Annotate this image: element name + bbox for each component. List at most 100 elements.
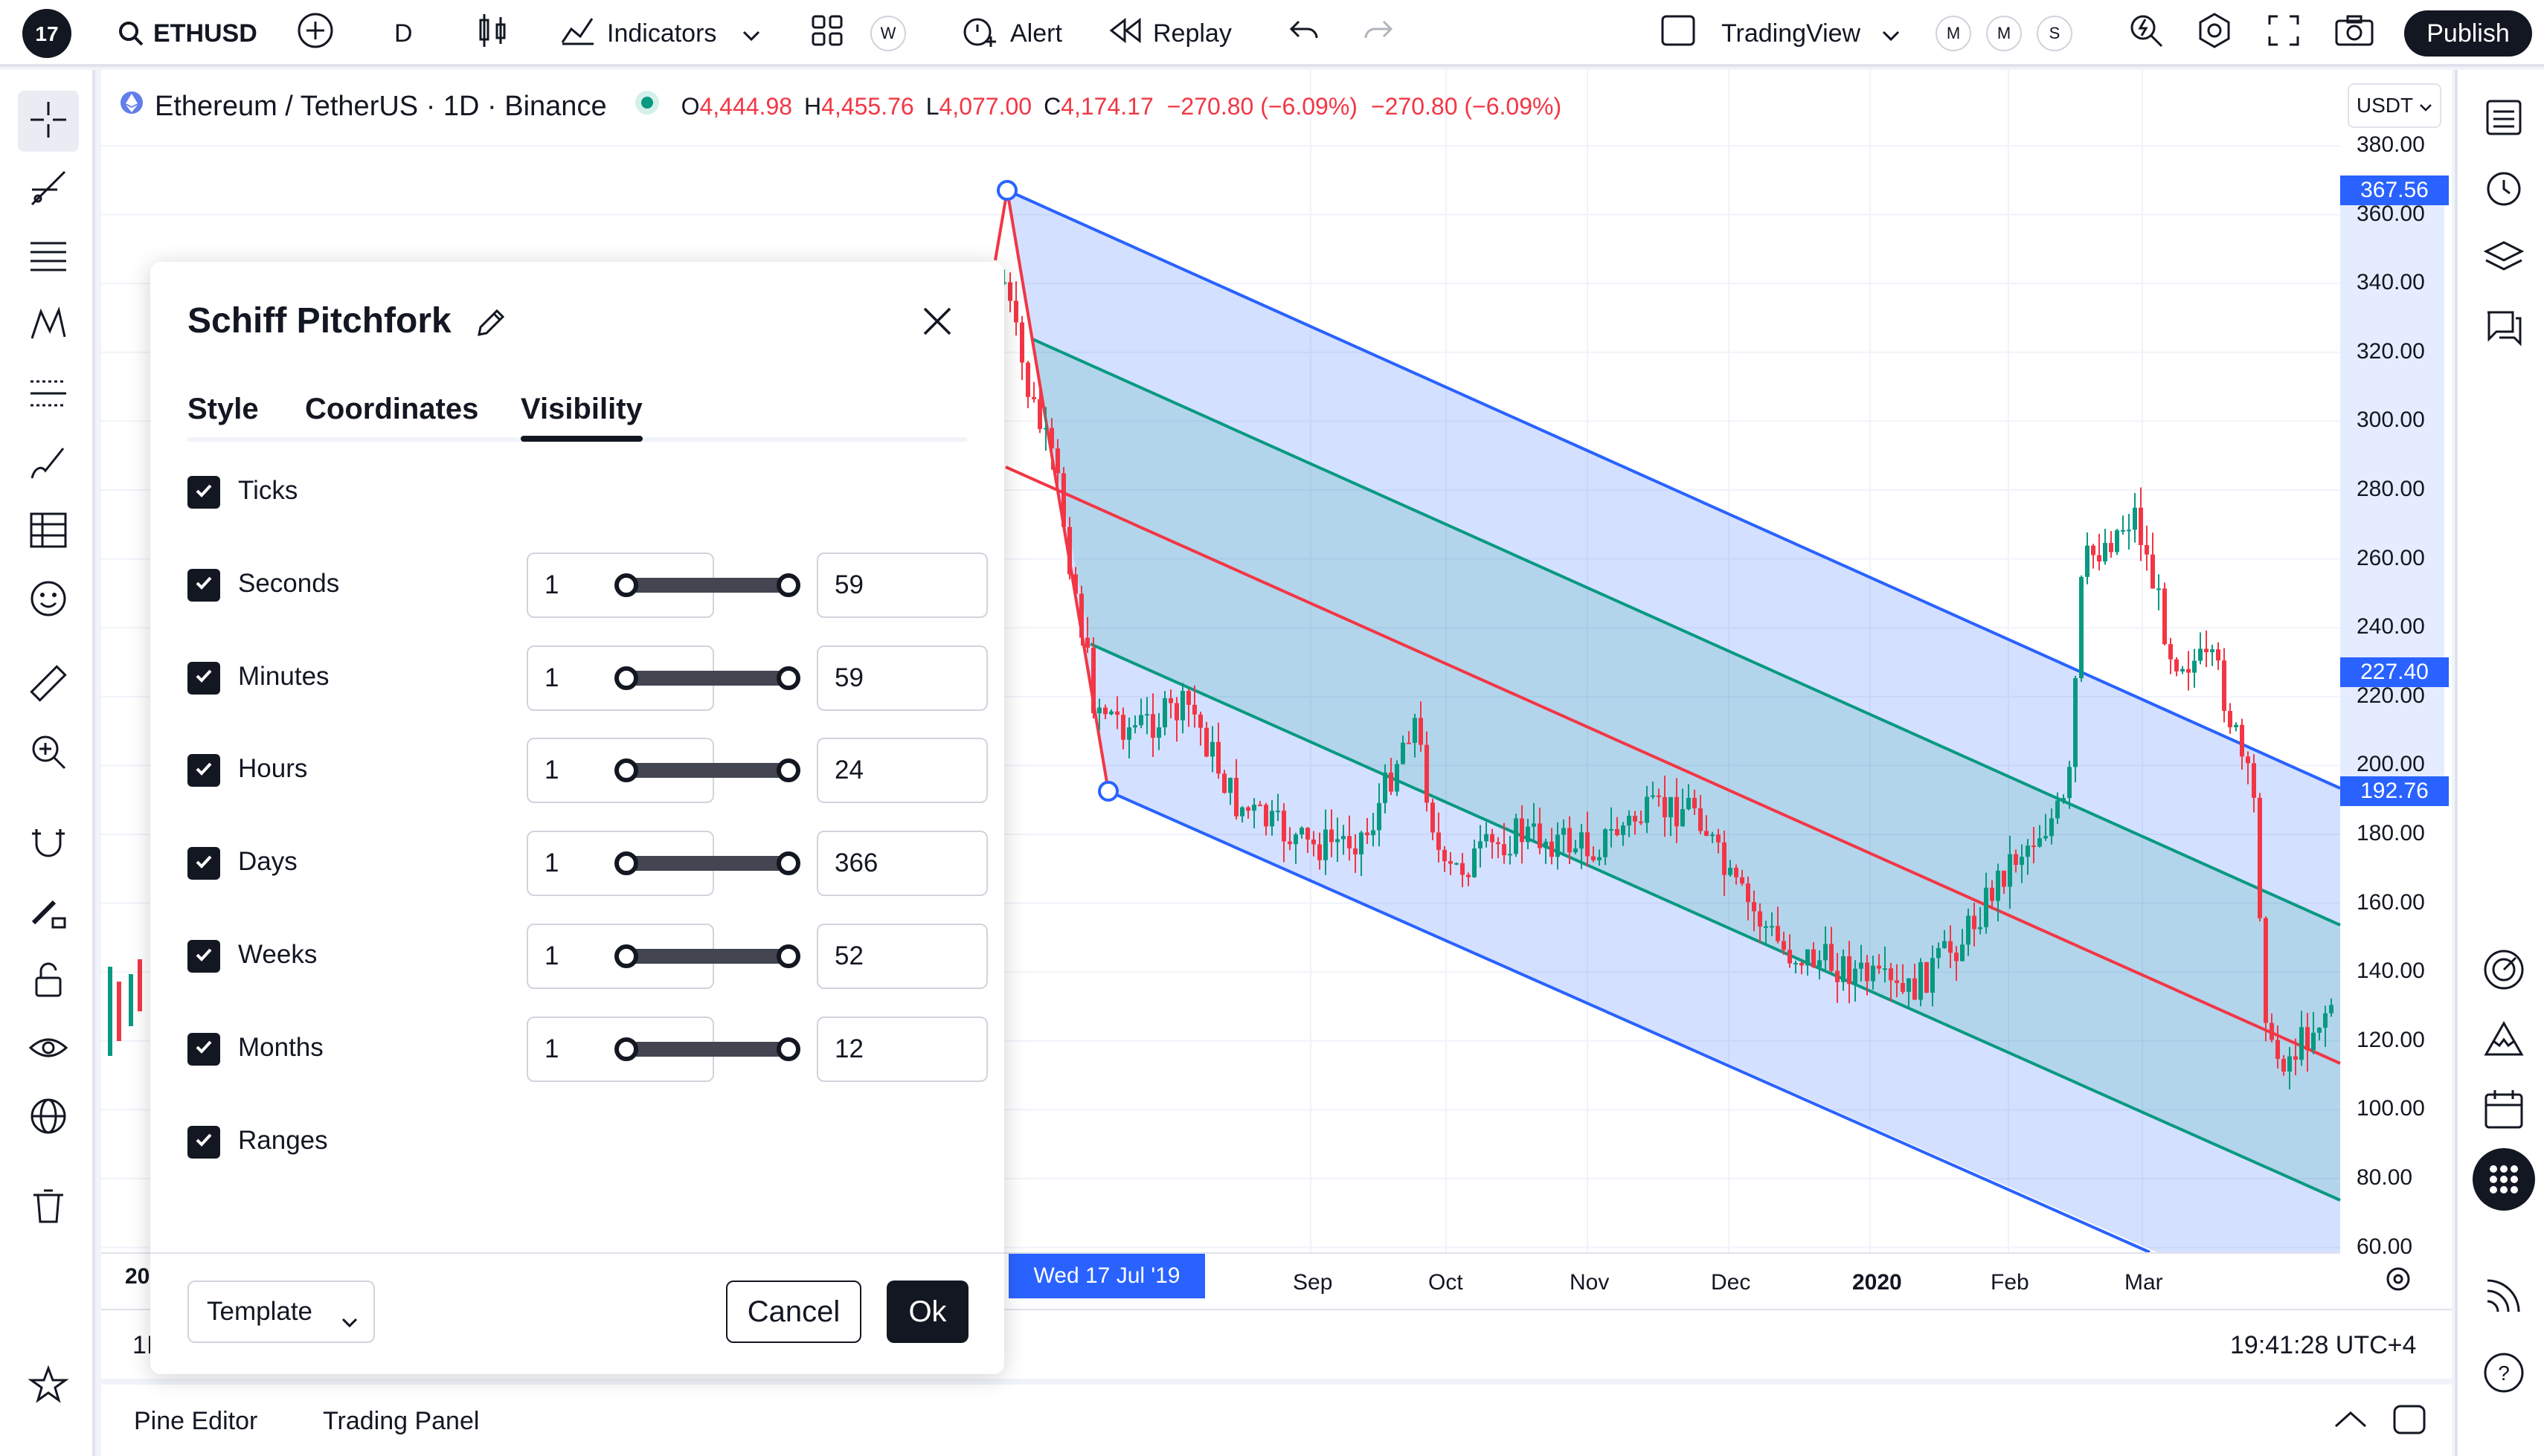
tab-style[interactable]: Style bbox=[187, 393, 259, 425]
products-button[interactable] bbox=[2473, 1147, 2535, 1211]
slider-min-handle[interactable] bbox=[614, 851, 638, 876]
max-value-input[interactable]: 12 bbox=[817, 1016, 988, 1082]
slider-max-handle[interactable] bbox=[777, 1037, 800, 1061]
range-slider[interactable] bbox=[614, 851, 800, 876]
max-value-input[interactable]: 59 bbox=[817, 552, 988, 618]
lock-drawings-mode[interactable] bbox=[18, 882, 79, 943]
close-button[interactable] bbox=[921, 305, 954, 341]
crosshair-tool[interactable] bbox=[18, 91, 79, 152]
pattern-tool[interactable] bbox=[18, 296, 79, 357]
symbol-search[interactable]: ETHUSD bbox=[116, 0, 257, 67]
slider-min-handle[interactable] bbox=[614, 944, 638, 968]
tab-trading-panel[interactable]: Trading Panel bbox=[323, 1407, 480, 1435]
alert-button[interactable]: Alert bbox=[960, 0, 1062, 67]
max-value-input[interactable]: 52 bbox=[817, 924, 988, 989]
pill-s[interactable]: S bbox=[2037, 0, 2072, 67]
checkbox-months[interactable] bbox=[187, 1032, 220, 1066]
checkbox-ranges[interactable] bbox=[187, 1125, 220, 1159]
ideas-button[interactable] bbox=[2474, 941, 2534, 1001]
calendar-button[interactable] bbox=[2474, 1081, 2534, 1141]
pill-m1[interactable]: M bbox=[1936, 0, 1971, 67]
range-partial-label[interactable]: 1I bbox=[132, 1331, 154, 1359]
fullscreen-button[interactable] bbox=[2267, 0, 2300, 67]
chart-type-button[interactable] bbox=[476, 0, 509, 67]
icons-tool[interactable] bbox=[18, 570, 79, 631]
max-value-input[interactable]: 366 bbox=[817, 831, 988, 897]
tab-pine-editor[interactable]: Pine Editor bbox=[134, 1407, 258, 1435]
checkbox-ticks[interactable] bbox=[187, 476, 220, 509]
tradingview-logo[interactable]: 17 bbox=[22, 0, 71, 67]
table-tool[interactable] bbox=[18, 501, 79, 562]
slider-min-handle[interactable] bbox=[614, 573, 638, 597]
compare-symbol-button[interactable] bbox=[296, 0, 335, 67]
slider-max-handle[interactable] bbox=[777, 573, 800, 597]
clock-timezone[interactable]: 19:41:28 UTC+4 bbox=[2230, 1331, 2417, 1359]
alerts-button[interactable] bbox=[2474, 159, 2534, 219]
data-feed-button[interactable] bbox=[2474, 1267, 2534, 1327]
checkbox-minutes[interactable] bbox=[187, 661, 220, 695]
pill-m2[interactable]: M bbox=[1986, 0, 2022, 67]
favorites-tool[interactable] bbox=[18, 1356, 79, 1417]
schiff-pitchfork-settings-dialog[interactable]: Schiff Pitchfork Style Coordinates Visib… bbox=[150, 262, 1004, 1374]
checkbox-seconds[interactable] bbox=[187, 568, 220, 602]
max-value-input[interactable]: 24 bbox=[817, 738, 988, 804]
slider-min-handle[interactable] bbox=[614, 758, 638, 783]
slider-max-handle[interactable] bbox=[777, 758, 800, 783]
max-value-input[interactable]: 59 bbox=[817, 645, 988, 711]
layout-button[interactable]: TradingView bbox=[1660, 0, 1901, 67]
tab-coordinates[interactable]: Coordinates bbox=[305, 393, 479, 425]
snapshot-button[interactable] bbox=[2334, 0, 2374, 67]
zoom-tool[interactable] bbox=[18, 723, 79, 784]
ok-button[interactable]: Ok bbox=[887, 1281, 969, 1343]
maximize-panel-button[interactable] bbox=[2392, 1404, 2426, 1439]
tab-visibility[interactable]: Visibility bbox=[521, 393, 643, 425]
measure-tool[interactable] bbox=[18, 654, 79, 715]
lock-all-drawings[interactable] bbox=[18, 950, 79, 1011]
rename-button[interactable] bbox=[475, 306, 507, 343]
chart-canvas[interactable] bbox=[101, 70, 2452, 1379]
chats-button[interactable] bbox=[2474, 299, 2534, 358]
slider-max-handle[interactable] bbox=[777, 944, 800, 968]
price-axis[interactable]: 380.00 360.00 340.00 320.00 300.00 280.00 260.… bbox=[2340, 131, 2452, 1259]
quick-search-button[interactable] bbox=[2127, 0, 2165, 67]
sync-drawings[interactable] bbox=[18, 1087, 79, 1148]
hotlists-button[interactable] bbox=[2474, 1011, 2534, 1071]
range-slider[interactable] bbox=[614, 758, 800, 783]
market-status-dot[interactable] bbox=[634, 89, 661, 123]
range-slider[interactable] bbox=[614, 573, 800, 597]
checkbox-hours[interactable] bbox=[187, 754, 220, 787]
range-slider[interactable] bbox=[614, 944, 800, 968]
watchlist-button[interactable] bbox=[2474, 89, 2534, 149]
settings-button[interactable] bbox=[2196, 0, 2233, 67]
object-tree-button[interactable] bbox=[2474, 229, 2534, 289]
publish-button[interactable]: Publish bbox=[2404, 10, 2532, 57]
remove-drawings[interactable] bbox=[18, 1176, 79, 1237]
range-slider[interactable] bbox=[614, 666, 800, 690]
slider-min-handle[interactable] bbox=[614, 666, 638, 690]
range-slider[interactable] bbox=[614, 1037, 800, 1061]
slider-max-handle[interactable] bbox=[777, 666, 800, 690]
checkbox-weeks[interactable] bbox=[187, 940, 220, 973]
slider-max-handle[interactable] bbox=[777, 851, 800, 876]
axis-settings-button[interactable] bbox=[2383, 1264, 2413, 1298]
brush-tool[interactable] bbox=[18, 433, 79, 494]
indicators-button[interactable]: Indicators bbox=[559, 0, 761, 67]
slider-min-handle[interactable] bbox=[614, 1037, 638, 1061]
fib-tool[interactable] bbox=[18, 228, 79, 289]
collapse-panel-button[interactable] bbox=[2333, 1410, 2368, 1433]
pill-w[interactable]: W bbox=[870, 0, 906, 67]
trend-line-tool[interactable] bbox=[18, 159, 79, 220]
undo-button[interactable] bbox=[1288, 0, 1320, 67]
checkbox-days[interactable] bbox=[187, 847, 220, 880]
templates-button[interactable] bbox=[811, 0, 844, 67]
legend-symbol-title[interactable]: Ethereum / TetherUS · 1D · Binance bbox=[155, 90, 607, 122]
prediction-tool[interactable] bbox=[18, 364, 79, 425]
help-button[interactable]: ? bbox=[2474, 1344, 2534, 1404]
template-dropdown[interactable]: Template bbox=[187, 1281, 375, 1343]
hide-drawings[interactable] bbox=[18, 1019, 79, 1080]
cancel-button[interactable]: Cancel bbox=[726, 1281, 861, 1343]
replay-button[interactable]: Replay bbox=[1108, 0, 1232, 67]
interval-button[interactable]: D bbox=[394, 19, 413, 48]
currency-selector[interactable]: USDT bbox=[2348, 83, 2441, 128]
magnet-tool[interactable] bbox=[18, 814, 79, 874]
